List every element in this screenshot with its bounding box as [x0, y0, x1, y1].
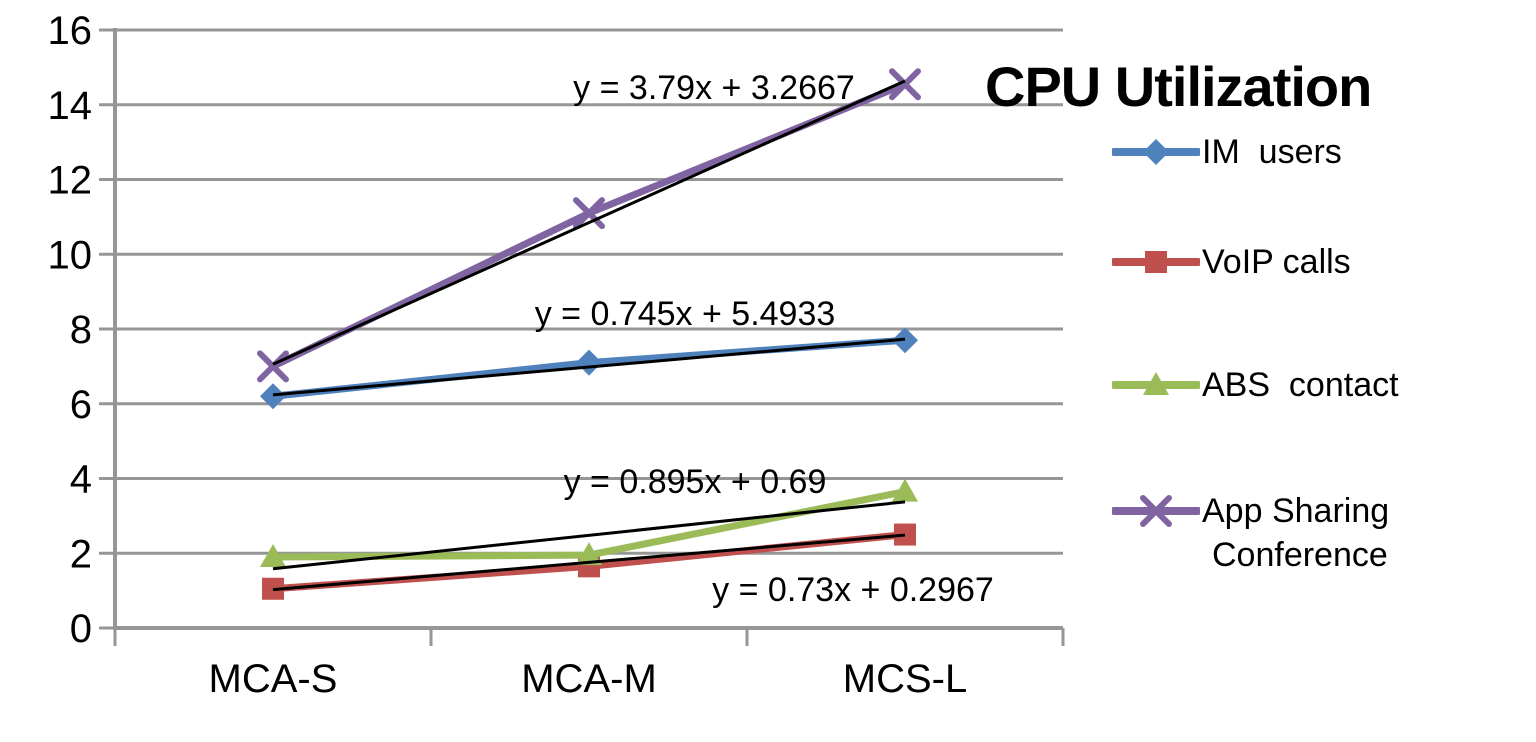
legend-label: VoIP calls [1202, 243, 1351, 281]
series [257, 68, 921, 600]
y-tick-label: 10 [48, 233, 93, 277]
trendline-equation: y = 0.745x + 5.4933 [535, 295, 836, 333]
y-tick-label: 4 [70, 458, 92, 502]
y-tick-label: 12 [48, 159, 93, 203]
legend-marker-diamond [1112, 139, 1200, 165]
y-tick-label: 0 [70, 607, 92, 651]
y-tick-label: 16 [48, 9, 93, 53]
x-category-label: MCA-M [521, 657, 657, 701]
trendline [272, 337, 906, 397]
trendline [272, 533, 906, 592]
x-marker-icon [889, 68, 921, 101]
square-marker-icon [1145, 251, 1167, 273]
x-category-label: MCS-L [843, 657, 967, 701]
trendline [272, 500, 906, 571]
x-axis-labels: MCA-S MCA-M MCS-L [209, 657, 968, 701]
y-tick-label: 8 [70, 308, 92, 352]
chart-title: CPU Utilization [985, 55, 1372, 118]
y-tick-label: 6 [70, 383, 92, 427]
square-marker-icon [894, 523, 916, 546]
diamond-marker-icon [1143, 139, 1169, 165]
x-category-label: MCA-S [209, 657, 338, 701]
legend-marker-square [1112, 251, 1200, 273]
legend-label: IM users [1202, 133, 1342, 171]
x-marker-icon [573, 197, 605, 230]
trendline [272, 79, 906, 366]
legend-marker-x [1112, 495, 1200, 527]
x-marker-icon [257, 350, 289, 383]
diamond-marker-icon [260, 383, 286, 410]
trendline-im-users: y = 0.745x + 5.4933 [272, 295, 906, 397]
triangle-marker-icon [576, 542, 602, 566]
chart-legend: IM users VoIP calls ABS contact App Sharing… [1112, 0, 1536, 742]
legend-item-voip-calls: VoIP calls [1112, 240, 1351, 284]
y-tick-label: 14 [48, 84, 93, 128]
y-axis-labels: 0 2 4 6 8 10 12 14 16 [48, 9, 93, 651]
legend-item-app-sharing-conference: App Sharing Conference [1112, 489, 1389, 577]
triangle-marker-icon [892, 478, 918, 502]
triangle-marker-icon [1143, 372, 1169, 395]
series-app-sharing-conference [257, 68, 921, 383]
y-tick-label: 2 [70, 532, 92, 576]
x-marker-icon [1140, 495, 1172, 527]
trendline-voip-calls: y = 0.73x + 0.2967 [272, 533, 994, 609]
legend-label: ABS contact [1202, 366, 1399, 404]
trendline-abs-contact: y = 0.895x + 0.69 [272, 463, 906, 571]
legend-label: App Sharing Conference [1202, 492, 1390, 574]
triangle-marker-icon [260, 543, 286, 567]
legend-item-abs-contact: ABS contact [1112, 363, 1399, 407]
diamond-marker-icon [576, 349, 602, 376]
trendline-equation: y = 0.73x + 0.2967 [712, 571, 994, 609]
legend-item-im-users: IM users [1112, 130, 1342, 174]
trendline-equation: y = 3.79x + 3.2667 [573, 69, 855, 107]
legend-marker-triangle [1112, 372, 1200, 395]
trendline-equation: y = 0.895x + 0.69 [564, 463, 827, 501]
line-chart-plot: 0 2 4 6 8 10 12 14 16 MCA-S MCA-M MCS-L y = 0.745x +… [48, 9, 1065, 701]
trendline-app-sharing-conference: y = 3.79x + 3.2667 [272, 69, 906, 366]
